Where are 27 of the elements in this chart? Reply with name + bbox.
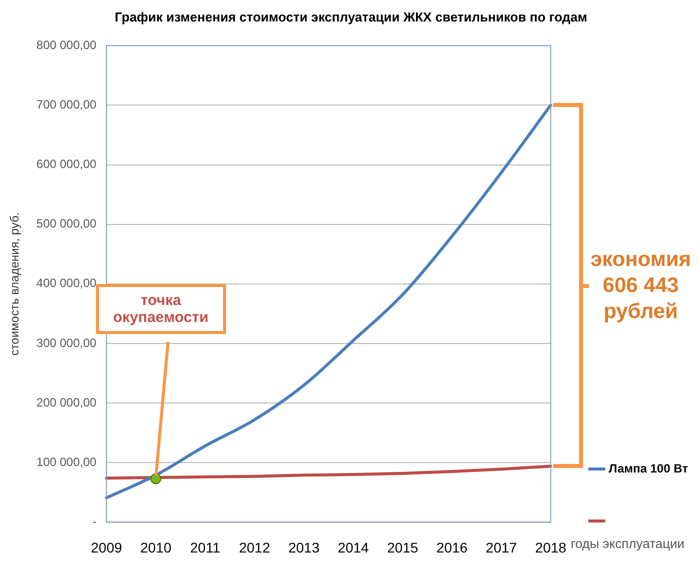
y-tick-label: - [92,514,96,529]
x-tick-label: 2015 [387,539,418,556]
y-tick-label: 200 000,00 [36,395,97,410]
x-axis-title: годы эксплуатации [570,536,685,551]
text: экономия 606 443 рублей [589,246,692,325]
x-tick-label: 2014 [338,539,370,556]
x-tick-label: 2010 [140,539,172,556]
line-series [104,104,552,500]
x-tick-label: 2017 [486,539,518,556]
y-tick-label: 300 000,00 [36,336,97,350]
chart-title: График изменения стоимости эксплуатации ЖКХ светильников по годам [114,9,588,24]
annotation: точка окупаемости [96,284,226,334]
y-tick-label: 100 000,00 [36,454,97,469]
callout-box: точка окупаемости [96,284,226,479]
y-tick-label: 400 000,00 [36,276,97,290]
y-tick-label: 600 000,00 [36,157,97,172]
y-tick-label: 500 000,00 [36,216,97,231]
y-axis-title: стоимость владения, руб. [8,212,22,356]
y-tick-label: 700 000,00 [36,97,97,112]
x-tick-label: 2012 [238,539,270,556]
x-tick-label: 2018 [535,539,567,556]
x-tick-label: 2009 [90,539,122,556]
y-tick-label: 800 000,00 [36,38,97,52]
x-tick-label: 2011 [190,539,220,556]
legend-label: Лампа 100 Вт [608,461,688,476]
x-tick-label: 2013 [288,539,320,556]
x-tick-label: 2016 [436,539,468,556]
